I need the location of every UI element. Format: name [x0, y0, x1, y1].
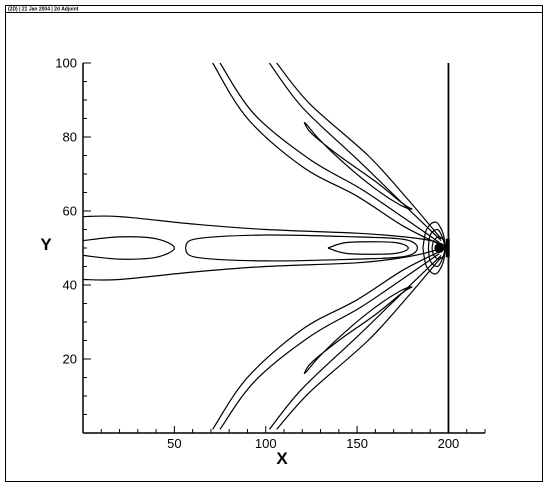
x-tick-label: 100: [255, 436, 277, 451]
contour-band-right-inner: [184, 234, 419, 262]
x-tick-label: 50: [167, 436, 181, 451]
contour-up-right-mid: [276, 62, 442, 240]
contour-down-right-mid: [276, 256, 442, 430]
contour-down-right-outer: [268, 254, 442, 430]
source-blob: [434, 243, 445, 253]
contour-down-left-inner: [219, 253, 440, 430]
y-axis-title: Y: [40, 235, 52, 254]
outer-border: [5, 5, 543, 482]
contour-lines: [82, 62, 450, 430]
contour-down-loop: [303, 286, 413, 375]
y-tick-label: 80: [63, 130, 77, 145]
contour-up-loop: [303, 121, 413, 210]
axes: 50 100 150 200 20 40 60 80 100: [55, 56, 486, 451]
contour-up-left-outer: [212, 62, 440, 245]
y-tick-label: 100: [55, 56, 77, 71]
x-tick-label: 150: [346, 436, 368, 451]
y-tick-label: 60: [63, 204, 77, 219]
header-text: (2D) | 21 Jan 2004 | 2d Adjoint: [8, 7, 79, 13]
contour-band-left-inner: [82, 236, 176, 260]
contour-source-ring-3: [431, 236, 447, 260]
contour-band-tip: [327, 241, 409, 255]
x-axis-title: X: [276, 449, 288, 468]
contour-down-left-outer: [212, 251, 440, 430]
y-tick-label: 40: [63, 278, 77, 293]
x-tick-label: 200: [438, 436, 460, 451]
contour-up-left-inner: [219, 62, 440, 243]
y-tick-label: 20: [63, 352, 77, 367]
contour-up-right-outer: [268, 62, 442, 242]
contour-source-ring-2: [427, 228, 446, 268]
